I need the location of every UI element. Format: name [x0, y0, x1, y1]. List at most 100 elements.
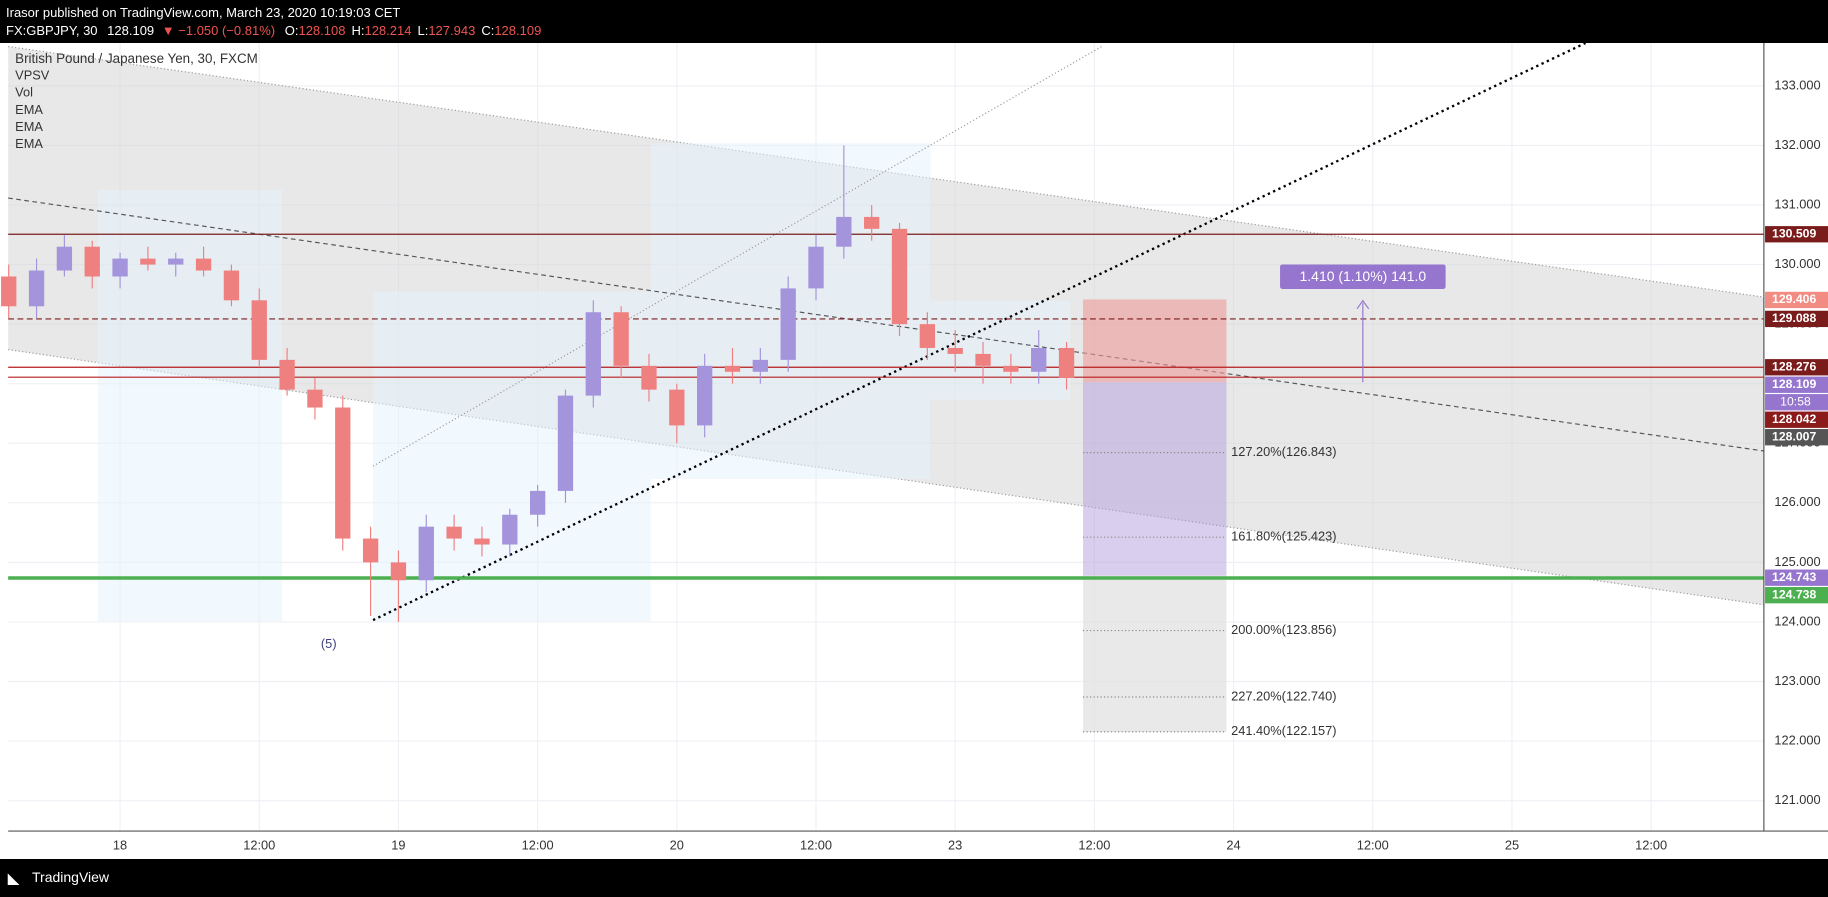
y-tick-label: 124.000: [1774, 613, 1820, 628]
candle-body: [836, 216, 852, 247]
candle-body: [223, 270, 240, 301]
levels: [8, 233, 1764, 580]
trend-line: [372, 43, 1587, 622]
risk-box: [1083, 299, 1227, 383]
x-tick-label: 20: [670, 838, 684, 853]
candle-body: [307, 389, 323, 408]
candle-body: [697, 365, 713, 426]
price-badge: [1765, 226, 1828, 243]
price-badge-label: 129.088: [1772, 311, 1816, 325]
chart: 127.20%(126.843) 161.80%(125.423) 200.00%(…: [0, 43, 1828, 859]
profile-box: [373, 291, 651, 622]
candle-body: [947, 347, 963, 354]
y-tick-label: 126.000: [1774, 494, 1820, 509]
legend-item: Vol: [15, 85, 33, 100]
y-tick-label: 130.000: [1774, 256, 1820, 271]
x-tick-label: 19: [391, 838, 405, 853]
y-tick-label: 132.000: [1774, 137, 1820, 152]
x-tick-label: 12:00: [243, 838, 275, 853]
ohlc: O:128.108 H:128.214 L:127.943 C:128.109: [279, 23, 542, 38]
ohlc-value: 127.943: [428, 23, 476, 38]
last-price: 128.109: [107, 23, 155, 38]
candle-body: [84, 246, 100, 277]
ohlc-label: H:: [351, 23, 365, 38]
candles: [1, 145, 1075, 622]
candle-body: [168, 258, 184, 265]
candle-body: [362, 538, 379, 563]
price-badge: [1765, 359, 1828, 376]
price-axis: [1763, 43, 1828, 859]
change: ▼ −1.050 (−0.81%): [161, 23, 276, 38]
candle-body: [613, 312, 629, 366]
candle-body: [195, 258, 212, 271]
countdown-badge: [1765, 394, 1828, 411]
candle-body: [251, 300, 267, 360]
y-tick-label: 123.000: [1774, 673, 1820, 688]
price-badge: [1765, 587, 1828, 604]
ohlc-label: L:: [417, 23, 429, 38]
profile-box: [97, 189, 283, 622]
ohlc-value: 128.108: [298, 23, 346, 38]
candle-body: [446, 526, 462, 539]
ohlc-label: C:: [481, 23, 495, 38]
candle-body: [808, 246, 824, 289]
price-badge-label: 128.042: [1772, 412, 1816, 426]
measure-label: 1.410 (1.10%) 141.0: [1300, 268, 1427, 284]
candle-body: [864, 216, 880, 229]
candle-body: [641, 365, 657, 390]
price-badge: [1765, 429, 1828, 446]
x-tick-label: 24: [1226, 838, 1240, 853]
legend-item: British Pound / Japanese Yen, 30, FXCM: [15, 51, 258, 66]
footer: ◣ TradingView: [0, 859, 1828, 897]
price-badge-label: 128.276: [1772, 359, 1816, 373]
x-tick-label: 23: [948, 838, 962, 853]
x-tick-label: 12:00: [1357, 838, 1389, 853]
candle-body: [752, 359, 768, 372]
candle-body: [780, 288, 796, 360]
candle-body: [585, 312, 601, 396]
y-tick-label: 131.000: [1774, 196, 1820, 211]
y-tick-label: 121.000: [1774, 792, 1820, 807]
candle-body: [28, 270, 45, 307]
price-badge-label: 130.509: [1772, 226, 1816, 240]
candle-body: [390, 562, 407, 581]
candle-body: [1003, 365, 1019, 372]
ohlc-value: 128.214: [364, 23, 412, 38]
candle-body: [1058, 347, 1075, 378]
candle-body: [418, 526, 434, 581]
legend: British Pound / Japanese Yen, 30, FXCM VP…: [15, 51, 258, 151]
price-badge-label: 128.007: [1772, 429, 1816, 443]
y-tick-label: 133.000: [1774, 77, 1820, 92]
extension-box: [1083, 575, 1227, 732]
candle-body: [474, 538, 490, 545]
candle-body: [529, 490, 546, 515]
candle-body: [669, 389, 685, 426]
axes: 121.000 122.000 123.000 124.000 125.000 126.0…: [113, 77, 1828, 853]
ohlc-label: O:: [284, 23, 299, 38]
y-tick-label: 125.000: [1774, 554, 1820, 569]
candle-body: [919, 324, 936, 348]
price-badge-label: 128.109: [1772, 377, 1816, 391]
candle-body: [1031, 347, 1047, 372]
publish-line: Irasor published on TradingView.com, Mar…: [6, 5, 401, 20]
header: Irasor published on TradingView.com, Mar…: [0, 0, 1828, 43]
legend-item: EMA: [15, 102, 43, 117]
reward-box: [1083, 382, 1227, 576]
candle-body: [112, 258, 128, 277]
symbol: FX:GBPJPY, 30: [6, 23, 98, 38]
fib-label: 200.00%(123.856): [1231, 622, 1336, 637]
price-badge-label: 124.743: [1772, 570, 1816, 584]
candle-body: [1, 276, 17, 307]
candle-body: [279, 359, 295, 390]
price-badge: [1765, 376, 1828, 393]
fib-label: 241.40%(122.157): [1231, 723, 1336, 738]
legend-item: EMA: [15, 136, 43, 151]
candle-body: [56, 246, 73, 271]
mid-line: [8, 197, 1764, 452]
fibs: 127.20%(126.843) 161.80%(125.423) 200.00%(…: [1083, 444, 1337, 738]
measure-arrowhead: [1356, 299, 1370, 310]
fib-label: 227.20%(122.740): [1231, 688, 1336, 703]
fib-label: 161.80%(125.423): [1231, 529, 1336, 544]
countdown-label: 10:58: [1780, 394, 1811, 408]
